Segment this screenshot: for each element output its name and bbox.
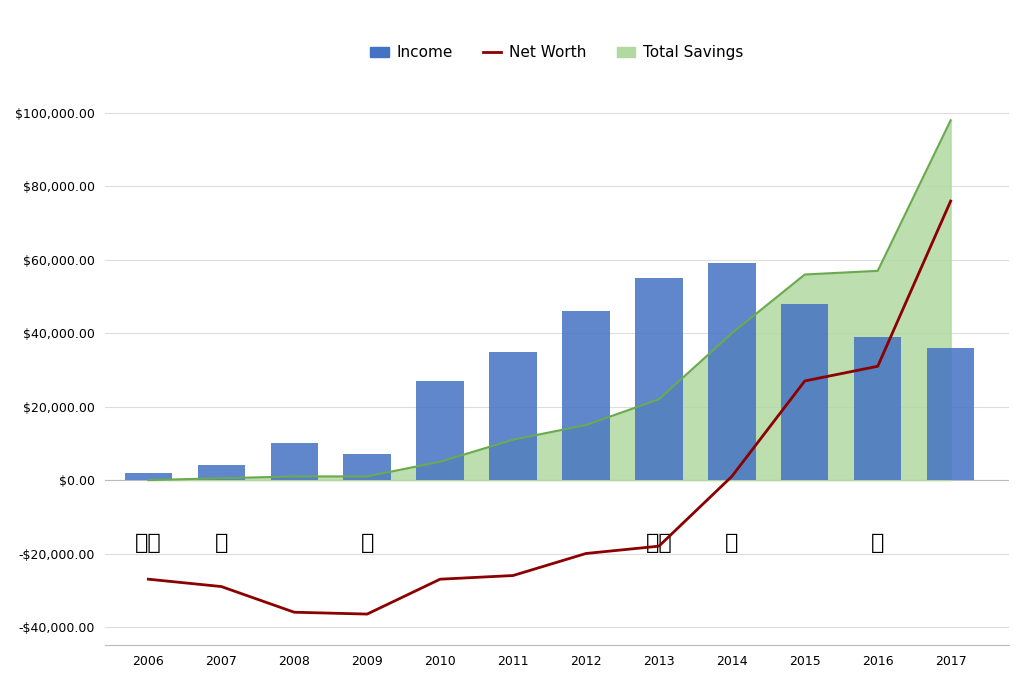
Bar: [854, 337, 901, 480]
Text: 🍼: 🍼: [871, 533, 885, 553]
Bar: [635, 278, 683, 480]
Bar: [198, 465, 245, 480]
Text: 🏫: 🏫: [215, 533, 228, 553]
Text: 💍: 💍: [725, 533, 738, 553]
Legend: Income, Net Worth, Total Savings: Income, Net Worth, Total Savings: [365, 39, 750, 66]
Text: 🚫🛍: 🚫🛍: [645, 533, 673, 553]
Text: 🎓: 🎓: [360, 533, 374, 553]
Text: 🚫🏫: 🚫🏫: [135, 533, 162, 553]
Bar: [270, 443, 317, 480]
Bar: [343, 454, 391, 480]
Bar: [709, 264, 756, 480]
Bar: [927, 348, 975, 480]
Bar: [489, 352, 537, 480]
Bar: [125, 473, 172, 480]
Bar: [562, 311, 609, 480]
Bar: [781, 304, 828, 480]
Bar: [417, 381, 464, 480]
